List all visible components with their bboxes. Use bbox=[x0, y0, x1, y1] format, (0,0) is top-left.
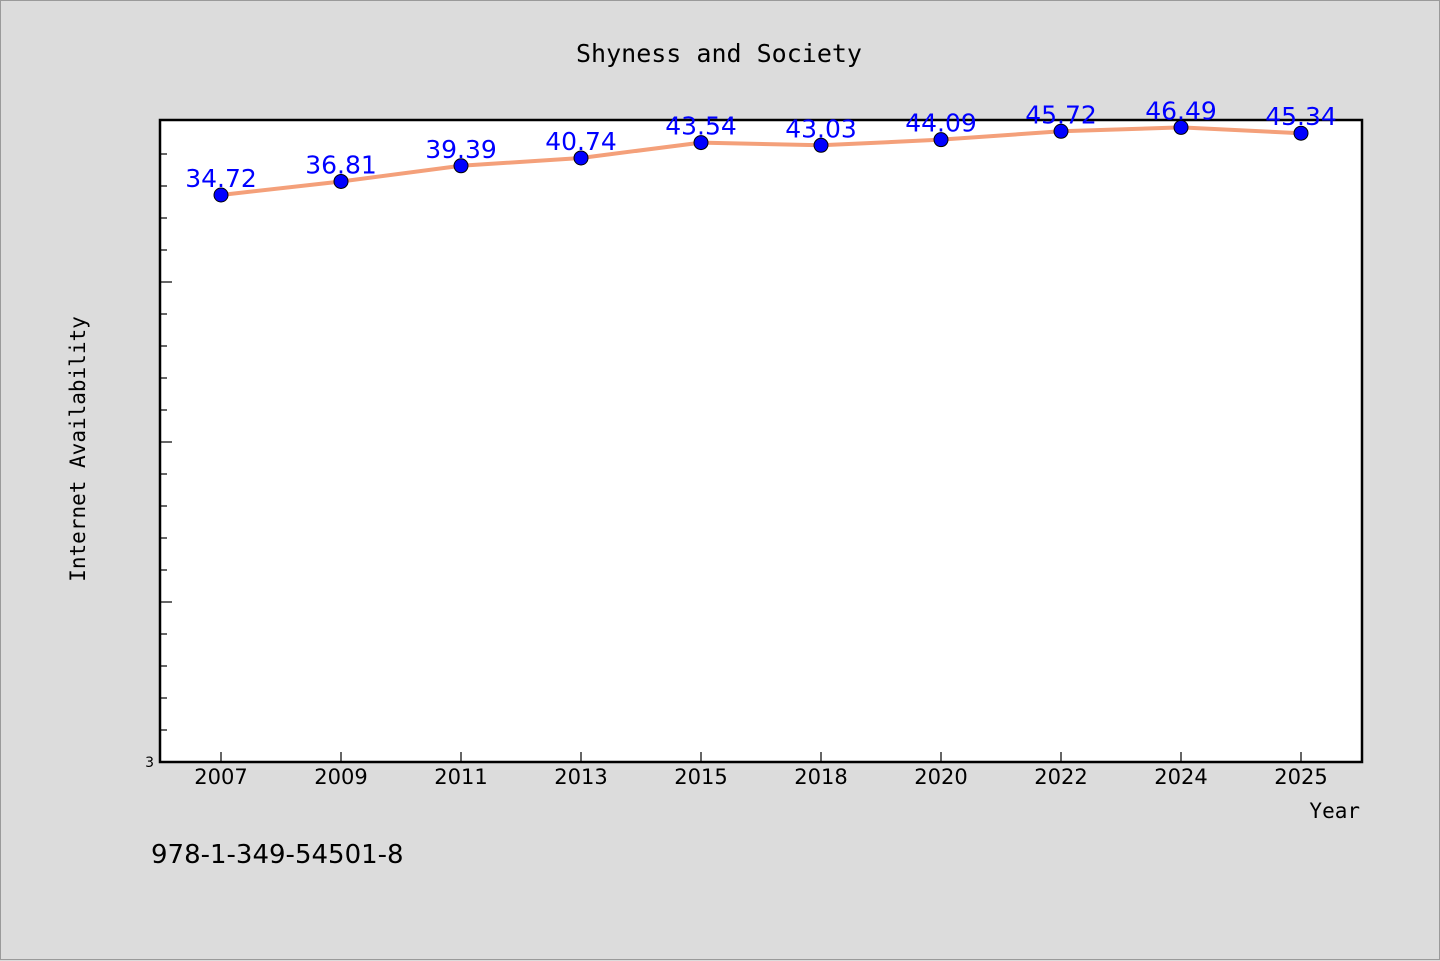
x-tick-label: 2018 bbox=[794, 765, 847, 789]
data-point bbox=[1293, 125, 1309, 141]
x-tick-label: 2011 bbox=[434, 765, 487, 789]
x-tick-label: 2024 bbox=[1154, 765, 1207, 789]
data-point bbox=[1173, 119, 1189, 135]
data-label: 39.39 bbox=[425, 135, 497, 164]
data-markers bbox=[213, 119, 1309, 203]
x-tick-label: 2020 bbox=[914, 765, 967, 789]
x-tick-label: 2007 bbox=[194, 765, 247, 789]
data-point bbox=[333, 173, 349, 189]
y-axis-label: Internet Availability bbox=[66, 316, 90, 582]
data-label: 40.74 bbox=[545, 127, 617, 156]
x-tick-label: 2025 bbox=[1274, 765, 1327, 789]
x-axis-tick-labels: 2007 2009 2011 2013 2015 2018 2020 2022 … bbox=[194, 765, 1327, 789]
data-point bbox=[693, 135, 709, 151]
series-line bbox=[220, 125, 1302, 197]
data-point bbox=[933, 132, 949, 148]
data-point bbox=[813, 137, 829, 153]
plot-area bbox=[158, 118, 1364, 764]
y-tick-label: 3 bbox=[145, 755, 154, 771]
y-axis-ticks bbox=[160, 153, 172, 731]
data-label: 43.54 bbox=[665, 112, 737, 141]
data-point bbox=[1053, 123, 1069, 139]
x-tick-label: 2009 bbox=[314, 765, 367, 789]
chart-title: Shyness and Society bbox=[576, 39, 862, 68]
x-tick-label: 2013 bbox=[554, 765, 607, 789]
x-axis-ticks bbox=[220, 752, 1302, 762]
data-label: 34.72 bbox=[185, 164, 257, 193]
x-tick-label: 2015 bbox=[674, 765, 727, 789]
data-label: 44.09 bbox=[905, 109, 977, 138]
data-label: 36.81 bbox=[305, 150, 377, 179]
data-label: 45.34 bbox=[1265, 102, 1337, 131]
x-tick-label: 2022 bbox=[1034, 765, 1087, 789]
data-point bbox=[453, 158, 469, 174]
data-label: 43.03 bbox=[785, 114, 857, 143]
footnote-isbn: 978-1-349-54501-8 bbox=[151, 840, 404, 870]
data-label: 46.49 bbox=[1145, 96, 1217, 125]
data-label: 45.72 bbox=[1025, 100, 1097, 129]
x-axis-label: Year bbox=[1309, 799, 1360, 823]
data-point bbox=[213, 187, 229, 203]
data-point bbox=[573, 150, 589, 166]
data-labels: 34.72 36.81 39.39 40.74 43.54 43.03 44.09 45.72… bbox=[185, 96, 1337, 193]
